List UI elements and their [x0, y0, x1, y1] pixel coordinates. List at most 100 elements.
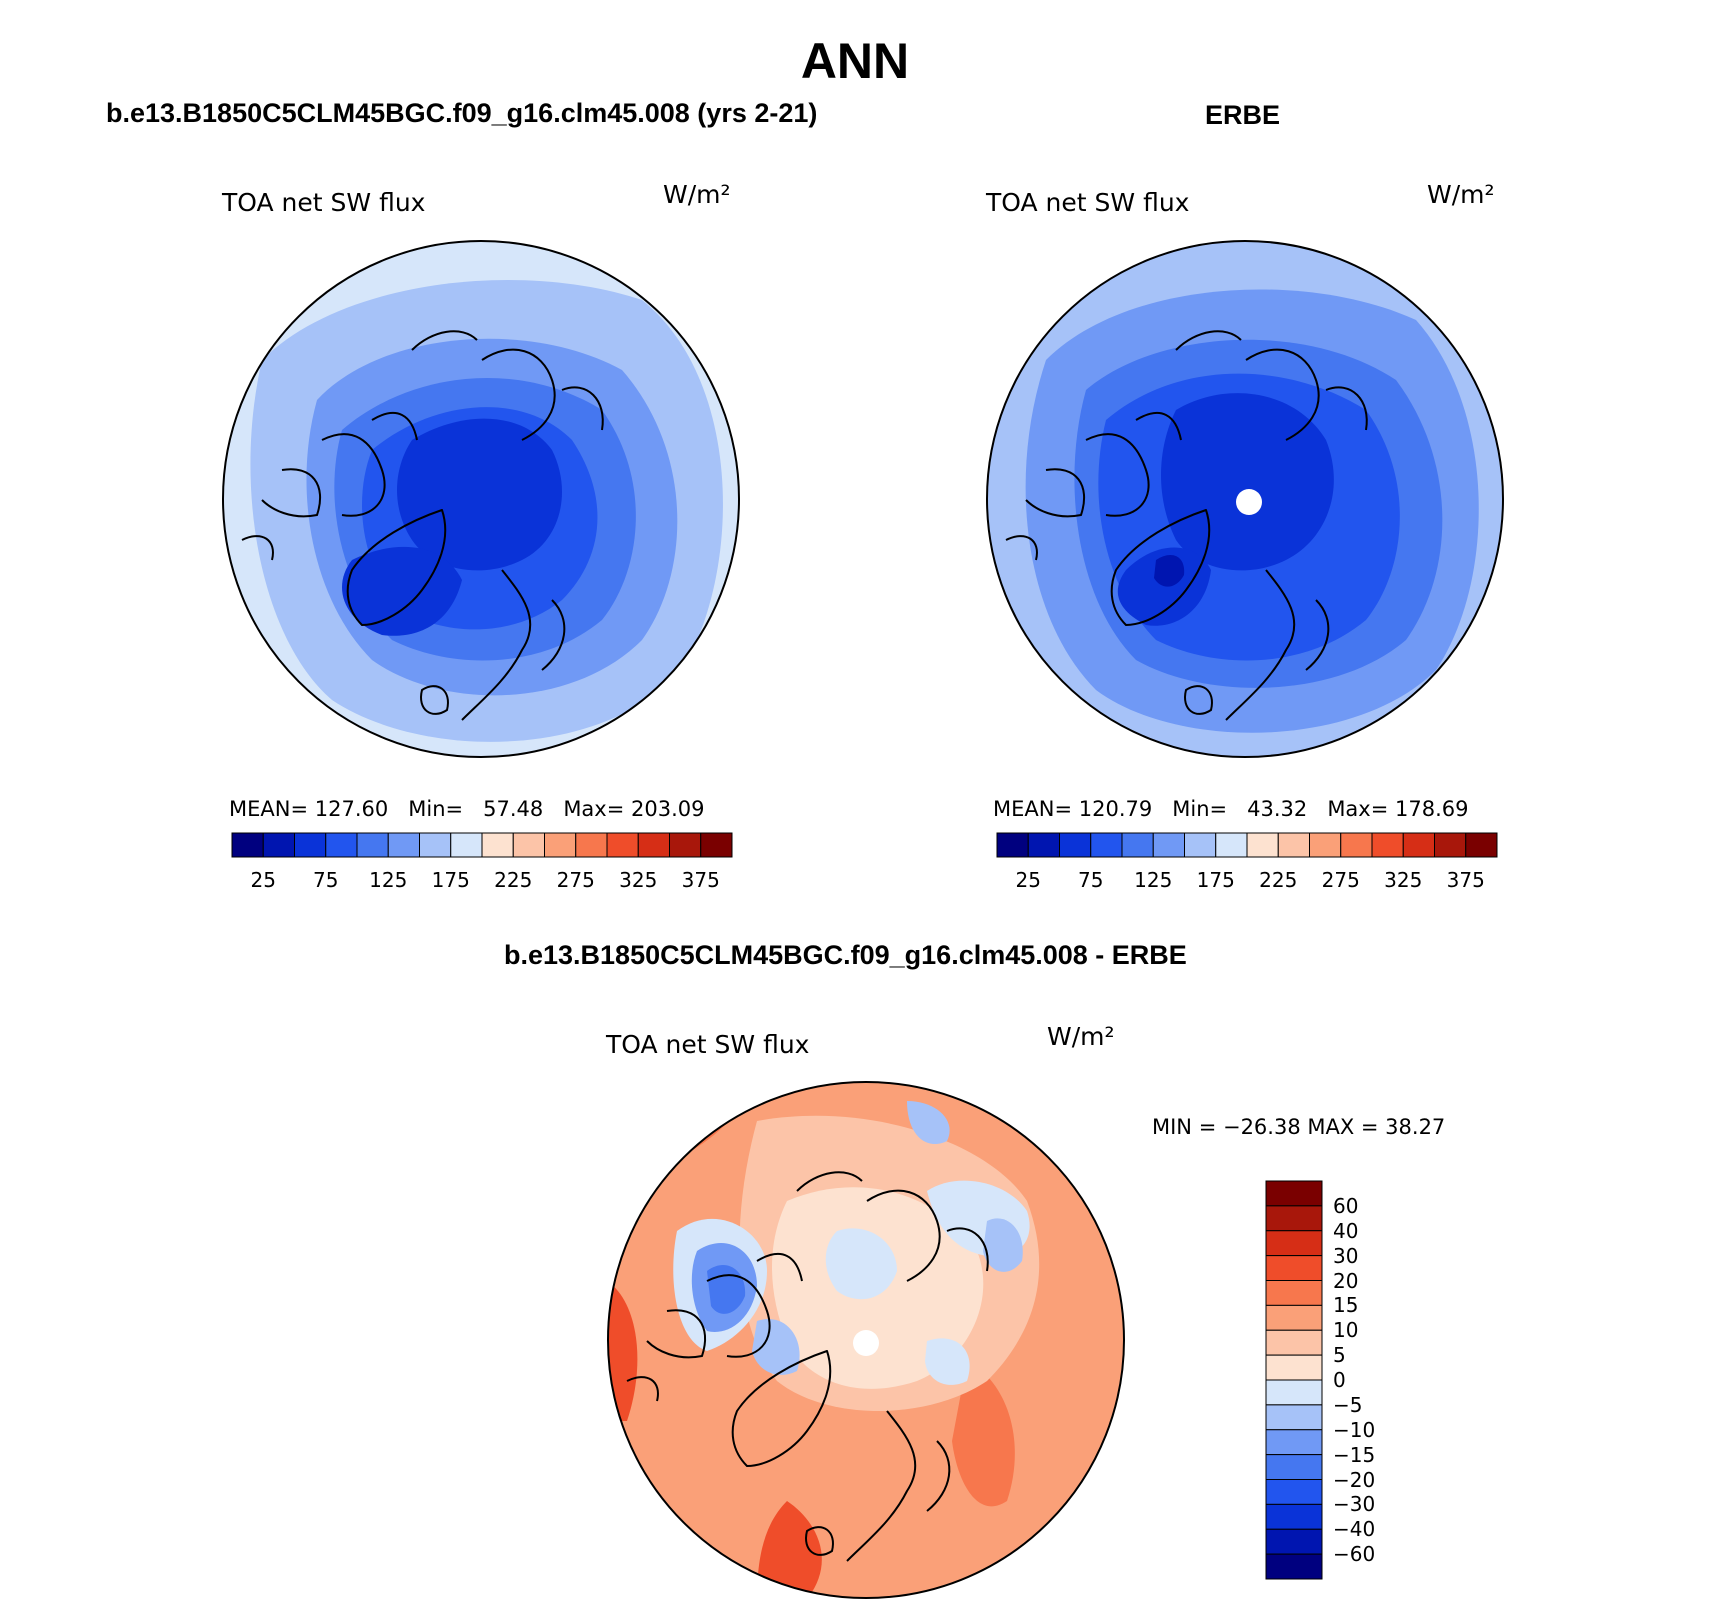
obs-polar-map: [986, 240, 1504, 758]
colorbar-swatch: [1265, 1255, 1323, 1281]
colorbar-swatch: [1215, 832, 1248, 858]
diff-minmax: MIN = −26.38 MAX = 38.27: [1152, 1115, 1446, 1139]
colorbar-swatch: [1265, 1503, 1323, 1530]
colorbar-swatch: [356, 832, 389, 858]
colorbar-tick-label: 25: [250, 868, 276, 892]
colorbar-swatch: [1246, 832, 1279, 858]
obs-min-value: 43.32: [1247, 797, 1308, 821]
colorbar-swatch: [1265, 1429, 1323, 1456]
diff-colorbar: [1265, 1180, 1323, 1580]
model-variable-label: TOA net SW flux: [222, 188, 426, 217]
obs-missing-data-pole: [1236, 489, 1262, 515]
obs-min-label: Min=: [1172, 797, 1228, 821]
colorbar-tick-label: −5: [1333, 1392, 1363, 1417]
colorbar-swatch: [1340, 832, 1373, 858]
obs-stats: MEAN= 120.79 Min= 43.32 Max= 178.69: [993, 797, 1469, 821]
colorbar-tick-label: −30: [1333, 1492, 1376, 1517]
colorbar-tick-label: −15: [1333, 1442, 1376, 1467]
colorbar-tick-label: −40: [1333, 1517, 1376, 1542]
colorbar-tick-label: 20: [1333, 1268, 1359, 1293]
colorbar-tick-label: 225: [494, 868, 533, 892]
colorbar-swatch: [325, 832, 358, 858]
colorbar-tick-label: 40: [1333, 1218, 1359, 1243]
colorbar-tick-label: 325: [619, 868, 658, 892]
colorbar-tick-label: 5: [1333, 1343, 1346, 1368]
colorbar-swatch: [1059, 832, 1092, 858]
colorbar-swatch: [1152, 832, 1185, 858]
colorbar-swatch: [1465, 832, 1498, 858]
colorbar-tick-label: 175: [1196, 868, 1235, 892]
colorbar-tick-label: −20: [1333, 1467, 1376, 1492]
model-colorbar-ticks: 25 75 125 175 225 275 325 375: [231, 868, 733, 894]
colorbar-swatch: [1265, 1280, 1323, 1306]
colorbar-tick-label: 75: [313, 868, 339, 892]
colorbar-swatch: [1277, 832, 1310, 858]
colorbar-swatch: [387, 832, 420, 858]
colorbar-tick-label: 225: [1259, 868, 1298, 892]
colorbar-swatch: [1434, 832, 1467, 858]
colorbar-swatch: [1265, 1329, 1323, 1356]
diff-units-label: W/m²: [1047, 1022, 1115, 1051]
obs-colorbar: [996, 832, 1498, 858]
colorbar-tick-label: 375: [681, 868, 720, 892]
colorbar-tick-label: 15: [1333, 1293, 1359, 1318]
colorbar-swatch: [637, 832, 670, 858]
colorbar-swatch: [1121, 832, 1154, 858]
diff-colorbar-ticks: 60 40 30 20 15 10 5 0 −5 −10 −15 −20 −30 −40 −60: [1333, 1180, 1413, 1580]
colorbar-tick-label: 125: [1134, 868, 1173, 892]
obs-colorbar-ticks: 25 75 125 175 225 275 325 375: [996, 868, 1498, 894]
colorbar-swatch: [669, 832, 702, 858]
colorbar-tick-label: 275: [556, 868, 595, 892]
diff-polar-map: [607, 1081, 1125, 1599]
model-mean-label: MEAN=: [229, 797, 309, 821]
colorbar-swatch: [262, 832, 295, 858]
diff-panel-subtitle: b.e13.B1850C5CLM45BGC.f09_g16.clm45.008 …: [504, 940, 1187, 970]
colorbar-swatch: [450, 832, 483, 858]
figure-title: ANN: [800, 33, 910, 89]
model-mean-value: 127.60: [314, 797, 389, 821]
colorbar-swatch: [1371, 832, 1404, 858]
colorbar-tick-label: 10: [1333, 1318, 1359, 1343]
obs-mean-value: 120.79: [1078, 797, 1153, 821]
model-min-value: 57.48: [483, 797, 544, 821]
colorbar-tick-label: 60: [1333, 1193, 1359, 1218]
model-max-value: 203.09: [631, 797, 705, 821]
colorbar-swatch: [1027, 832, 1060, 858]
colorbar-swatch: [700, 832, 733, 858]
colorbar-swatch: [1265, 1230, 1323, 1257]
model-max-label: Max=: [563, 797, 625, 821]
colorbar-swatch: [1184, 832, 1217, 858]
colorbar-tick-label: 275: [1321, 868, 1360, 892]
model-stats: MEAN= 127.60 Min= 57.48 Max= 203.09: [229, 797, 705, 821]
colorbar-tick-label: 25: [1015, 868, 1041, 892]
colorbar-tick-label: 125: [369, 868, 408, 892]
model-units-label: W/m²: [663, 180, 731, 209]
colorbar-swatch: [1309, 832, 1342, 858]
obs-max-value: 178.69: [1395, 797, 1469, 821]
colorbar-swatch: [996, 832, 1029, 858]
model-min-label: Min=: [408, 797, 464, 821]
obs-mean-label: MEAN=: [993, 797, 1073, 821]
colorbar-swatch: [231, 832, 264, 858]
colorbar-tick-label: 375: [1446, 868, 1485, 892]
colorbar-tick-label: 75: [1078, 868, 1104, 892]
colorbar-swatch: [1265, 1304, 1323, 1331]
obs-max-label: Max=: [1327, 797, 1389, 821]
colorbar-swatch: [1265, 1404, 1323, 1431]
colorbar-swatch: [419, 832, 452, 858]
colorbar-swatch: [1090, 832, 1123, 858]
colorbar-swatch: [1265, 1454, 1323, 1480]
colorbar-swatch: [1402, 832, 1435, 858]
colorbar-tick-label: −10: [1333, 1417, 1376, 1442]
colorbar-swatch: [1265, 1528, 1323, 1555]
colorbar-swatch: [1265, 1180, 1323, 1207]
model-polar-map: [222, 240, 740, 758]
model-colorbar: [231, 832, 733, 858]
colorbar-swatch: [1265, 1553, 1323, 1580]
colorbar-swatch: [512, 832, 545, 858]
colorbar-tick-label: 0: [1333, 1368, 1346, 1392]
colorbar-swatch: [606, 832, 639, 858]
colorbar-swatch: [481, 832, 514, 858]
diff-missing-data-pole: [853, 1330, 879, 1356]
colorbar-swatch: [1265, 1354, 1323, 1381]
